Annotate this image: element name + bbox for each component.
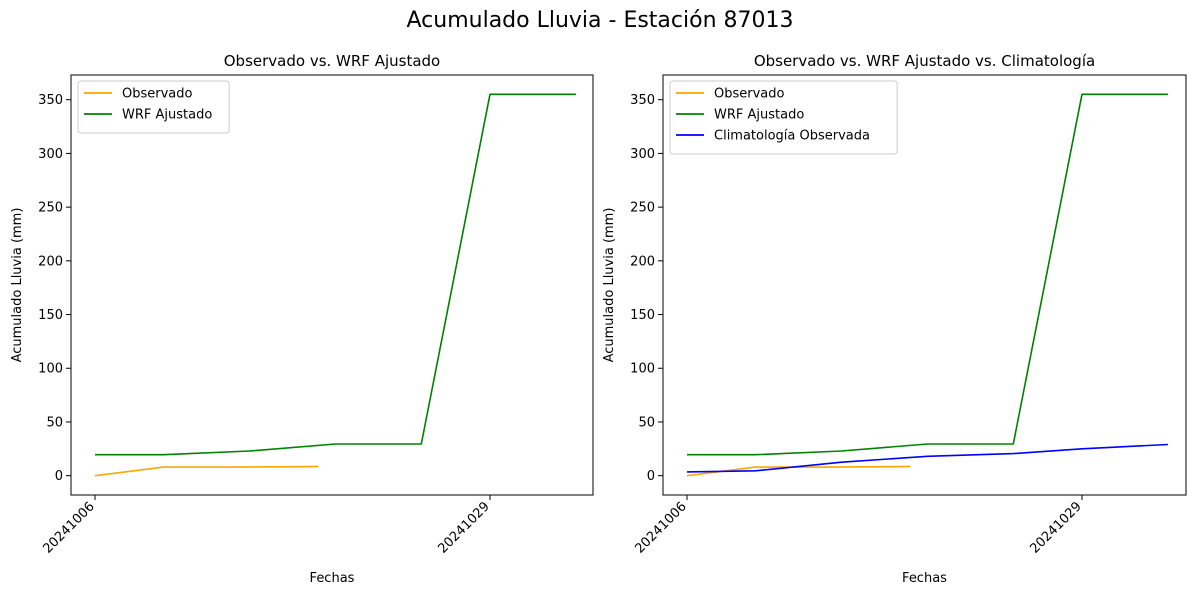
series-line-wrf-ajustado xyxy=(687,93,1168,456)
y-tick-label: 100 xyxy=(38,362,63,377)
legend: Observado WRF Ajustado xyxy=(77,80,230,134)
series-line-climatolog-a-observada xyxy=(686,443,1168,473)
x-axis-label: Fechas xyxy=(902,571,947,586)
y-tick-label: 50 xyxy=(46,415,63,430)
y-tick-label: 250 xyxy=(630,201,655,216)
legend-label: WRF Ajustado xyxy=(122,108,212,123)
y-tick-label: 300 xyxy=(630,147,655,162)
y-tick-label: 300 xyxy=(38,147,63,162)
legend-box xyxy=(669,80,898,155)
series-line-observado xyxy=(94,465,319,477)
y-tick-label: 150 xyxy=(38,308,63,323)
chart-title: Observado vs. WRF Ajustado vs. Climatolo… xyxy=(754,52,1095,70)
chart-title: Observado vs. WRF Ajustado xyxy=(224,52,440,70)
x-tick-label: 20241006 xyxy=(632,499,689,556)
plot-frame xyxy=(662,74,1187,496)
y-tick-label: 150 xyxy=(630,308,655,323)
series-line-wrf-ajustado xyxy=(95,93,576,456)
y-tick-label: 350 xyxy=(38,93,63,108)
legend-box xyxy=(77,80,230,134)
y-tick-label: 100 xyxy=(630,362,655,377)
series-line-observado xyxy=(686,465,911,477)
x-tick-label: 20241006 xyxy=(40,499,97,556)
plot-frame xyxy=(70,74,594,496)
figure-title: Acumulado Lluvia - Estación 87013 xyxy=(406,8,794,33)
chart-panel-2: Observado vs. WRF Ajustado vs. Climatolo… xyxy=(602,52,1187,586)
y-tick-label: 250 xyxy=(38,201,63,216)
legend-label: WRF Ajustado xyxy=(714,108,804,123)
y-tick-label: 0 xyxy=(55,469,63,484)
legend: Observado WRF Ajustado Climatología Observ… xyxy=(669,80,898,155)
y-tick-label: 200 xyxy=(38,254,63,269)
y-axis-label: Acumulado Lluvia (mm) xyxy=(10,208,25,363)
y-tick-label: 0 xyxy=(647,469,655,484)
x-tick-label: 20241029 xyxy=(1027,499,1084,556)
legend-label: Climatología Observada xyxy=(714,129,870,144)
y-tick-label: 350 xyxy=(630,93,655,108)
y-tick-label: 50 xyxy=(638,415,655,430)
y-tick-label: 200 xyxy=(630,254,655,269)
legend-label: Observado xyxy=(122,87,193,102)
legend-label: Observado xyxy=(714,87,785,102)
chart-panel-1: Observado vs. WRF Ajustado 0 50 100 150 200 25… xyxy=(10,52,594,586)
y-axis-label: Acumulado Lluvia (mm) xyxy=(602,208,617,363)
x-tick-label: 20241029 xyxy=(435,499,492,556)
x-axis-label: Fechas xyxy=(310,571,355,586)
